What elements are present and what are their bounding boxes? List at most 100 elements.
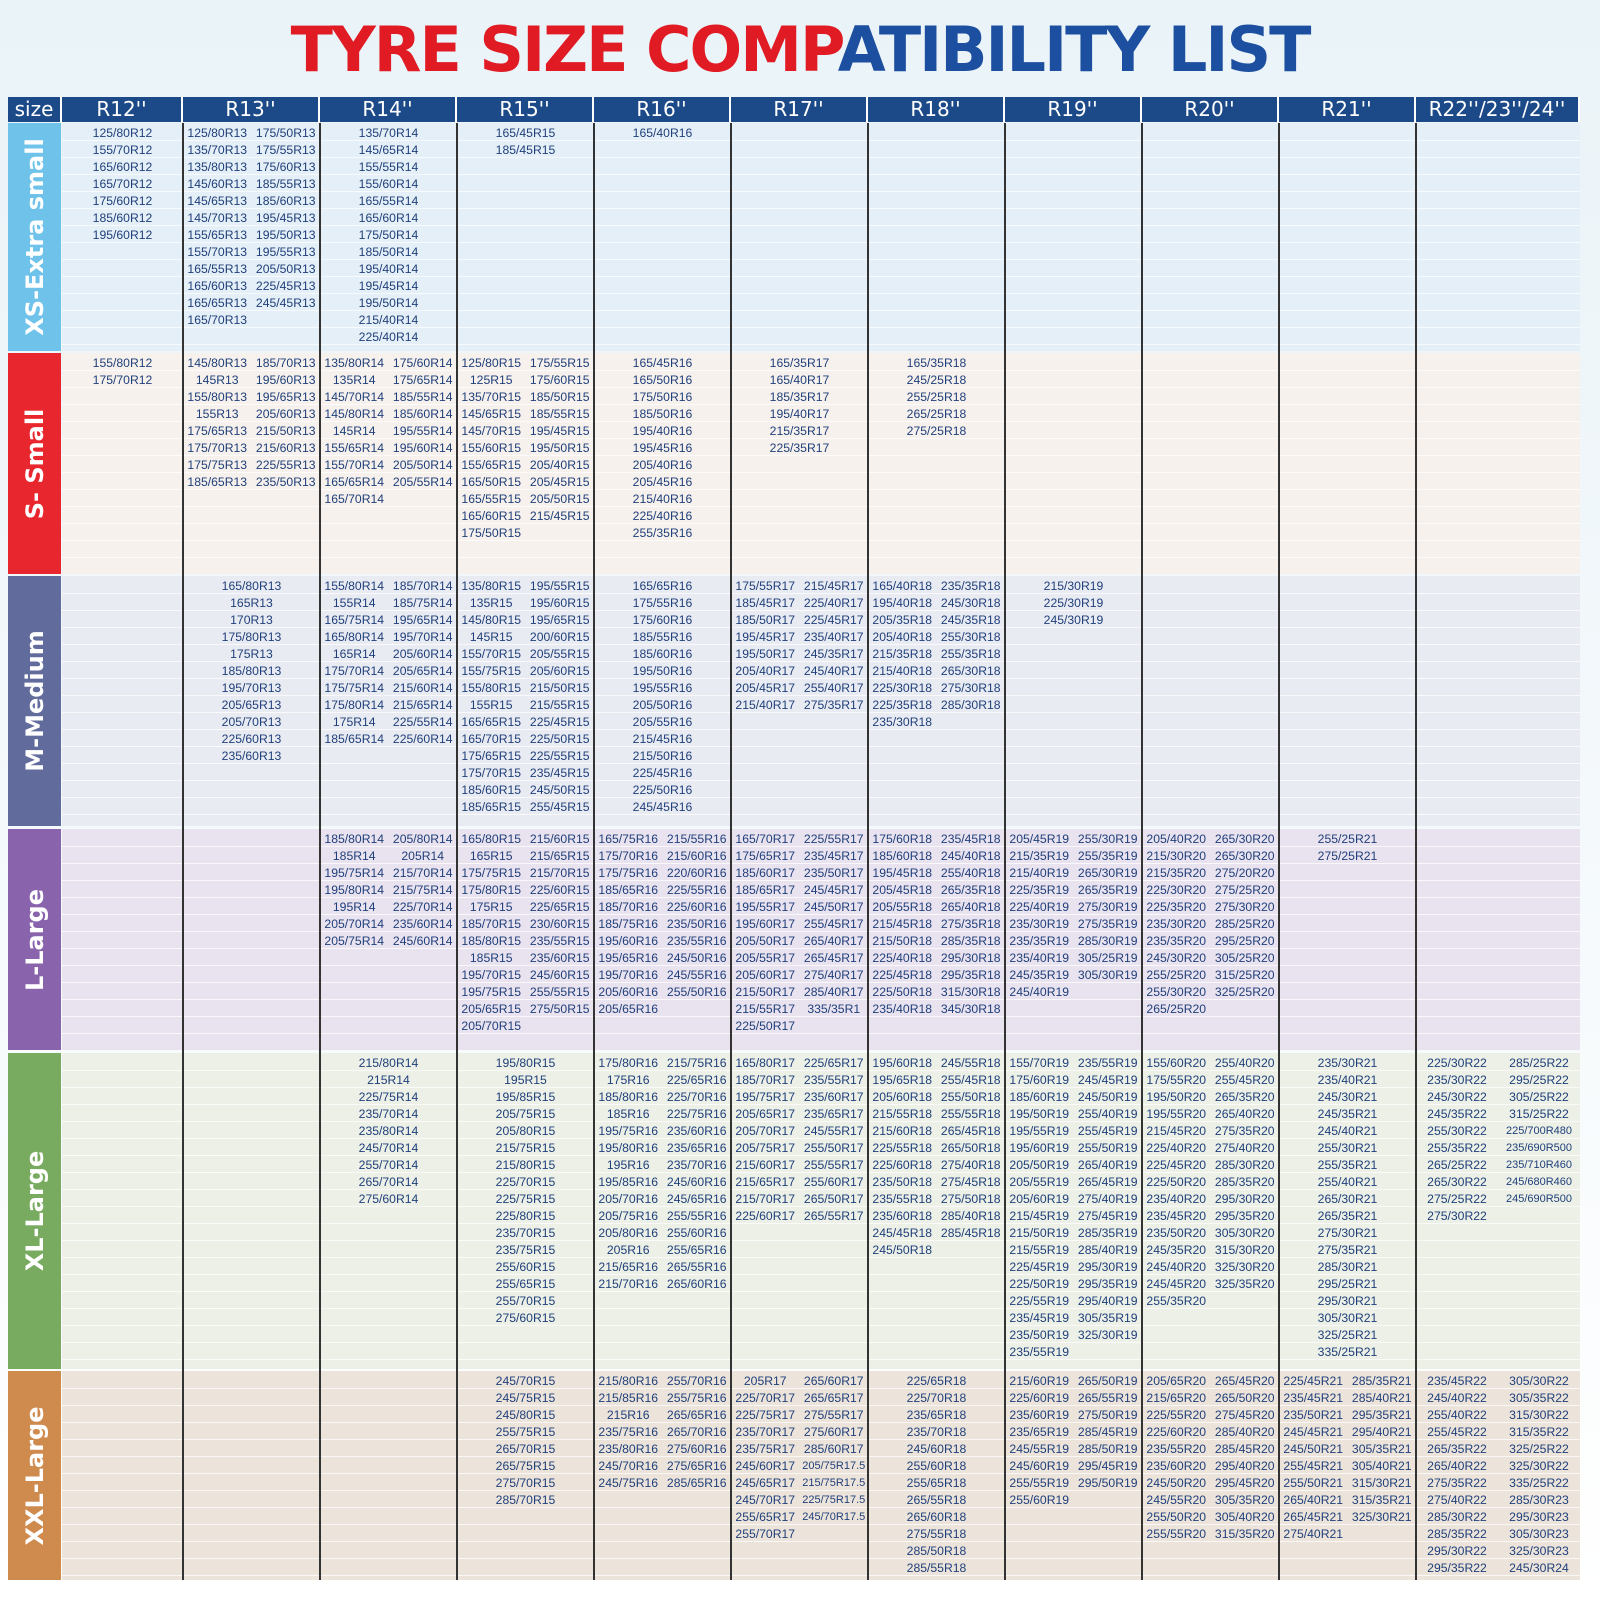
tyre-size: 205/40R18 xyxy=(872,630,933,644)
tyre-size: 135/70R14 xyxy=(358,126,419,140)
tyre-size: 165/50R15 xyxy=(461,475,522,489)
tyre-size: 245/70R14 xyxy=(358,1141,419,1155)
tyre-size: 205/60R16 xyxy=(598,985,659,999)
tyre-size: 195/55R13 xyxy=(255,245,316,259)
tyre-size: 165/60R15 xyxy=(461,509,522,523)
tyre-size: 195/70R16 xyxy=(598,968,659,982)
tyre-size: 155/80R14 xyxy=(324,579,385,593)
tyre-size: 245/30R22 xyxy=(1427,1090,1487,1104)
row-line xyxy=(62,1121,1580,1122)
tyre-size: 195/65R13 xyxy=(255,390,316,404)
tyre-size: 245/70R15 xyxy=(495,1374,556,1388)
tyre-size: 205/35R18 xyxy=(872,613,933,627)
tyre-size: 275/40R19 xyxy=(1077,1192,1138,1206)
tyre-size: 235/70R17 xyxy=(735,1425,796,1439)
tyre-size: 195/45R16 xyxy=(632,441,693,455)
tyre-size: 215/50R15 xyxy=(529,681,590,695)
tyre-size: 325/25R22 xyxy=(1509,1442,1569,1456)
tyre-size: 205R17 xyxy=(743,1374,787,1388)
tyre-size: 205/50R13 xyxy=(255,262,316,276)
tyre-size: 245/50R17 xyxy=(803,900,864,914)
tyre-size: 205/45R18 xyxy=(872,883,933,897)
tyre-size: 225/45R17 xyxy=(803,613,864,627)
tyre-size: 255/60R17 xyxy=(803,1175,864,1189)
tyre-size: 145R15 xyxy=(469,630,513,644)
tyre-size: 185/65R14 xyxy=(324,732,385,746)
tyre-size: 315/25R22 xyxy=(1509,1107,1569,1121)
tyre-size: 205/65R20 xyxy=(1146,1374,1207,1388)
tyre-size: 175R13 xyxy=(230,647,273,661)
row-line xyxy=(62,1541,1580,1542)
tyre-size: 245/70R17 xyxy=(735,1493,796,1507)
tyre-size: 225/55R14 xyxy=(392,715,453,729)
row-line xyxy=(62,242,1580,243)
tyre-size: 175/50R13 xyxy=(255,126,316,140)
tyre-size: 225/60R19 xyxy=(1009,1391,1070,1405)
tyre-size: 235/65R17 xyxy=(803,1107,864,1121)
tyre-size: 205/60R17 xyxy=(735,968,796,982)
tyre-size: 225/75R16 xyxy=(666,1107,727,1121)
tyre-size: 215/75R17.5 xyxy=(802,1477,866,1489)
tyre-size: 185/60R17 xyxy=(735,866,796,880)
tyre-size: 215/80R15 xyxy=(495,1158,556,1172)
tyre-size: 215/85R16 xyxy=(598,1391,659,1405)
tyre-size: 195/70R13 xyxy=(221,681,282,695)
tyre-size: 255/40R19 xyxy=(1077,1107,1138,1121)
tyre-size: 245/30R19 xyxy=(1043,613,1104,627)
tyre-size: 225/30R20 xyxy=(1146,883,1207,897)
tyre-size: 165/70R17 xyxy=(735,832,796,846)
tyre-size: 255/30R19 xyxy=(1077,832,1138,846)
tyre-size: 215/55R16 xyxy=(666,832,727,846)
column-divider xyxy=(730,123,732,1580)
tyre-size: 275/60R14 xyxy=(358,1192,419,1206)
row-line xyxy=(62,797,1580,798)
tyre-size: 185/70R16 xyxy=(598,900,659,914)
tyre-size: 215/30R20 xyxy=(1146,849,1207,863)
size-label-text: L-Large xyxy=(20,888,49,991)
tyre-size: 245/50R19 xyxy=(1077,1090,1138,1104)
tyre-size: 205/60R19 xyxy=(1009,1192,1070,1206)
tyre-size: 195/65R14 xyxy=(392,613,453,627)
tyre-size: 275/40R17 xyxy=(803,968,864,982)
tyre-size: 315/30R22 xyxy=(1509,1408,1569,1422)
row-line xyxy=(62,1016,1580,1017)
tyre-size: 315/30R18 xyxy=(940,985,1001,999)
tyre-size: 245/30R18 xyxy=(940,596,1001,610)
size-label-m: M-Medium xyxy=(8,576,61,826)
tyre-size: 265/25R22 xyxy=(1427,1158,1487,1172)
tyre-size: 255/30R21 xyxy=(1317,1141,1378,1155)
row-line xyxy=(62,174,1580,175)
tyre-size: 265/40R21 xyxy=(1283,1493,1344,1507)
row-line xyxy=(62,661,1580,662)
tyre-size: 295/30R22 xyxy=(1427,1544,1487,1558)
tyre-size: 225/50R18 xyxy=(872,985,933,999)
row-line xyxy=(62,1342,1580,1343)
tyre-size: 195/65R15 xyxy=(529,613,590,627)
tyre-size: 165/35R17 xyxy=(769,356,830,370)
tyre-size: 175/70R14 xyxy=(324,664,385,678)
tyre-size: 295/25R22 xyxy=(1509,1073,1569,1087)
tyre-size: 185/60R16 xyxy=(632,647,693,661)
tyre-size: 225/45R13 xyxy=(255,279,316,293)
tyre-size: 285/30R21 xyxy=(1317,1260,1378,1274)
tyre-size: 165/60R12 xyxy=(92,160,153,174)
tyre-size: 195/50R20 xyxy=(1146,1090,1207,1104)
tyre-size: 215/75R14 xyxy=(392,883,453,897)
tyre-size: 325/25R21 xyxy=(1317,1328,1378,1342)
tyre-size: 125R15 xyxy=(469,373,513,387)
tyre-size: 195/80R16 xyxy=(598,1141,659,1155)
tyre-size: 215/55R19 xyxy=(1009,1243,1070,1257)
tyre-size: 185/80R16 xyxy=(598,1090,659,1104)
tyre-size: 235/45R21 xyxy=(1283,1391,1344,1405)
tyre-size: 255/35R20 xyxy=(1146,1294,1207,1308)
tyre-size: 165/75R16 xyxy=(598,832,659,846)
tyre-size: 215/70R17 xyxy=(735,1192,796,1206)
tyre-size: 235/70R15 xyxy=(495,1226,556,1240)
tyre-size: 165/80R17 xyxy=(735,1056,796,1070)
tyre-size: 185/65R17 xyxy=(735,883,796,897)
tyre-size: 225/30R19 xyxy=(1043,596,1104,610)
tyre-size: 285/35R21 xyxy=(1351,1374,1412,1388)
column-header-r20: R20'' xyxy=(1142,97,1279,122)
tyre-size: 215/40R14 xyxy=(358,313,419,327)
tyre-size: 255/25R21 xyxy=(1317,832,1378,846)
